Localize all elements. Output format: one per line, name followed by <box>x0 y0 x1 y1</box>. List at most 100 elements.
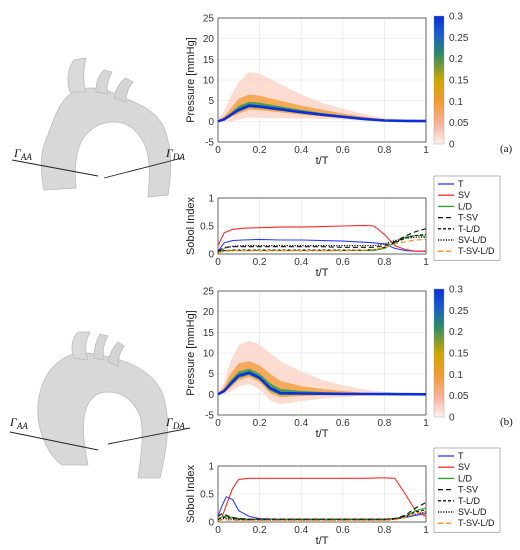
plot-frame <box>217 17 427 143</box>
series-line-sv <box>217 477 427 520</box>
colorbar-tick-label: 0.1 <box>449 370 463 381</box>
x-tick-label: 0.4 <box>294 525 308 536</box>
plot-frame <box>217 197 427 255</box>
x-tick-label: 0.2 <box>253 257 267 268</box>
plot-frame <box>217 290 427 416</box>
series-line-tsvld <box>217 510 427 522</box>
x-tick-label: 0.8 <box>377 418 391 429</box>
x-tick-label: 0 <box>215 418 221 429</box>
y-tick-label: 5 <box>208 96 214 107</box>
y-tick-label: 0 <box>208 117 214 128</box>
gamma-da-b: ΓDA <box>165 415 185 431</box>
legend-box <box>433 175 501 261</box>
y-tick-label: 0 <box>208 390 214 401</box>
colorbar-tick-label: 0.2 <box>449 327 463 338</box>
y-tick-label: 20 <box>203 34 215 45</box>
y-axis-label: Sobol Index <box>185 196 197 255</box>
x-tick-label: 1 <box>423 257 429 268</box>
series-line-sv <box>217 224 426 252</box>
x-tick-label: 0.2 <box>253 418 267 429</box>
aorta-b-branch3 <box>107 341 125 367</box>
series-line-svld <box>217 236 426 253</box>
plane-aa-a <box>11 159 99 177</box>
plane-da-a <box>103 157 183 179</box>
legend-label: SV <box>458 190 470 200</box>
y-tick-label: 5 <box>208 369 214 380</box>
x-axis-label: t/T <box>316 155 329 167</box>
series-line-t <box>217 496 427 520</box>
y-tick-label: 1 <box>208 194 214 205</box>
aorta-b-arch <box>37 352 168 479</box>
series-line-tld <box>217 509 427 521</box>
x-tick-label: 0.6 <box>336 525 350 536</box>
series-line-t <box>217 238 426 252</box>
colorbar-tick-label: 0.05 <box>449 118 469 129</box>
legend-label: T-SV <box>458 485 478 495</box>
aorta-a-branch3 <box>113 77 134 103</box>
x-tick-label: 0 <box>215 525 221 536</box>
aorta-a-branch2 <box>95 69 113 95</box>
colorbar-tick-label: 0.15 <box>449 76 469 87</box>
legend-label: T-SV <box>458 213 478 223</box>
x-tick-label: 0.2 <box>253 145 267 156</box>
y-tick-label: -5 <box>205 411 214 422</box>
x-tick-label: 0.2 <box>253 525 267 536</box>
y-tick-label: 25 <box>203 14 215 25</box>
plot-frame <box>217 465 427 523</box>
gamma-aa-a: ΓAA <box>13 146 32 162</box>
y-tick-label: 15 <box>203 328 215 339</box>
x-tick-label: 0.8 <box>377 145 391 156</box>
plane-da-b <box>107 427 191 445</box>
x-tick-label: 0.4 <box>294 418 308 429</box>
legend-label: T-L/D <box>458 224 481 234</box>
legend-label: L/D <box>458 201 473 211</box>
aorta-b-branch1 <box>71 331 91 361</box>
y-tick-label: -5 <box>205 138 214 149</box>
x-tick-label: 1 <box>423 418 429 429</box>
y-tick-label: 0.5 <box>200 222 214 233</box>
aorta-model-b: ΓAA ΓDA <box>9 331 191 479</box>
legend-label: T <box>458 451 464 461</box>
aorta-a-arch <box>40 87 172 198</box>
y-tick-label: 20 <box>203 307 215 318</box>
legend-label: T-SV-L/D <box>458 246 495 256</box>
legend-label: T <box>458 179 464 189</box>
series-line-ld <box>217 507 427 520</box>
y-tick-label: 10 <box>203 76 215 87</box>
y-tick-label: 0.5 <box>200 490 214 501</box>
colorbar-tick-label: 0.05 <box>449 391 469 402</box>
series-line-tsv <box>217 228 427 252</box>
x-tick-label: 0.6 <box>336 257 350 268</box>
colorbar-tick-label: 0 <box>449 413 455 424</box>
colorbar-tick-label: 0.2 <box>449 54 463 65</box>
x-tick-label: 0.8 <box>377 525 391 536</box>
legend-label: SV-L/D <box>458 507 487 517</box>
x-tick-label: 0.6 <box>336 418 350 429</box>
x-tick-label: 0.6 <box>336 145 350 156</box>
aorta-model-a: ΓAA ΓDA <box>11 57 185 198</box>
x-axis-label: t/T <box>316 428 329 440</box>
x-tick-label: 0.4 <box>294 145 308 156</box>
x-axis-label: t/T <box>316 535 329 547</box>
legend-label: T-L/D <box>458 496 481 506</box>
colorbar-tick-label: 0.3 <box>449 285 463 296</box>
y-tick-label: 0 <box>208 518 214 529</box>
colorbar <box>433 15 445 145</box>
gamma-aa-b: ΓAA <box>9 415 28 431</box>
y-tick-label: 10 <box>203 349 215 360</box>
x-tick-label: 1 <box>423 525 429 536</box>
y-tick-label: 1 <box>208 462 214 473</box>
panel-letter-b: (b) <box>500 416 513 428</box>
legend-label: SV <box>458 462 470 472</box>
legend-box <box>433 447 501 533</box>
aorta-b-branch2 <box>93 333 109 361</box>
colorbar-tick-label: 0.25 <box>449 306 469 317</box>
legend-label: T-SV-L/D <box>458 518 495 528</box>
x-tick-label: 0.4 <box>294 257 308 268</box>
colorbar <box>433 288 445 418</box>
